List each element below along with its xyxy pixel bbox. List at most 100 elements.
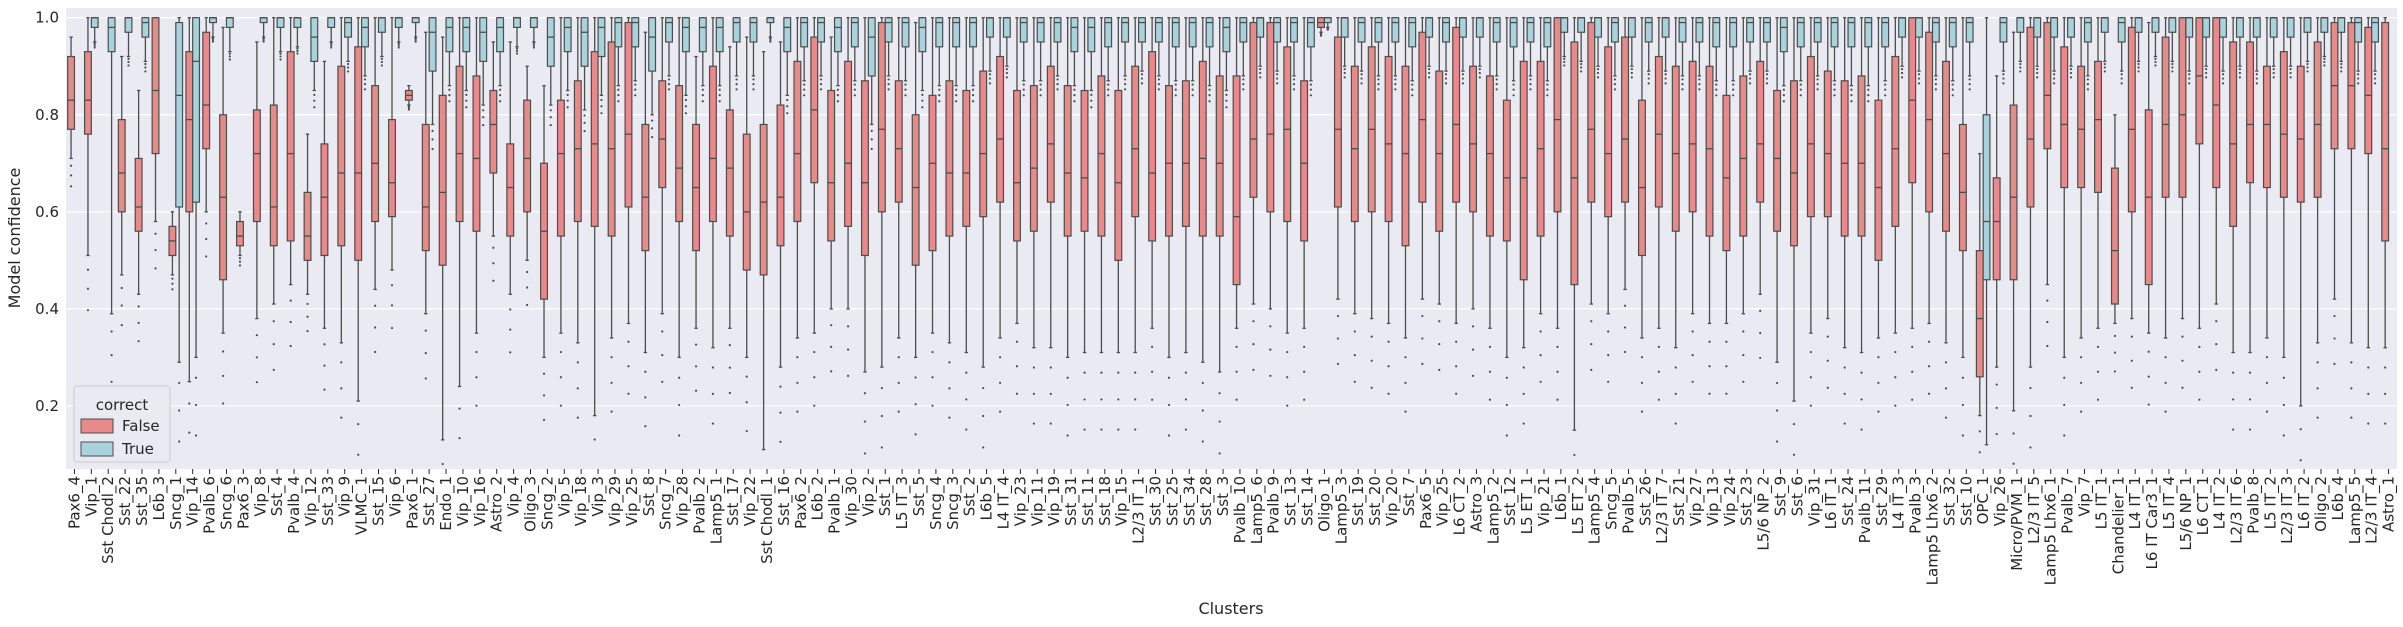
outlier-point <box>2154 64 2157 67</box>
box-true <box>1746 17 1755 85</box>
box-body <box>546 17 555 67</box>
box-true <box>141 17 150 73</box>
box-body <box>2050 17 2059 38</box>
box-true <box>208 17 217 43</box>
outlier-point <box>728 366 731 369</box>
box-body <box>293 17 302 29</box>
outlier-point <box>1090 93 1093 96</box>
outlier-point <box>1225 93 1228 96</box>
outlier-point <box>1809 404 1812 407</box>
box-true <box>2202 17 2211 79</box>
outlier-point <box>1944 361 1948 364</box>
outlier-point <box>1505 376 1508 379</box>
outlier-point <box>2198 398 2201 401</box>
outlier-point <box>340 387 343 390</box>
outlier-point <box>2181 386 2184 389</box>
outlier-point <box>515 47 519 50</box>
x-tick-label: Vip_20 <box>1383 476 1402 526</box>
outlier-point <box>1640 381 1644 384</box>
box-body <box>1458 17 1467 38</box>
box-true <box>344 17 353 73</box>
box-false <box>2094 17 2103 401</box>
box-body <box>1323 17 1332 24</box>
box-false <box>894 17 903 413</box>
x-axis-label: Clusters <box>1198 599 1263 618</box>
outlier-point <box>2188 77 2191 80</box>
outlier-point <box>306 302 309 306</box>
outlier-point <box>1978 451 1981 454</box>
box-false <box>371 17 380 354</box>
outlier-point <box>475 376 478 379</box>
outlier-point <box>69 185 73 188</box>
x-tick-label: L6b_4 <box>2329 476 2348 520</box>
box-false <box>1418 17 1427 365</box>
outlier-point <box>830 324 833 327</box>
box-body <box>1290 17 1298 43</box>
box-body <box>901 17 910 48</box>
outlier-point <box>178 440 181 443</box>
box-true <box>1357 17 1366 85</box>
outlier-point <box>1759 331 1762 335</box>
box-false <box>1587 17 1596 371</box>
outlier-point <box>1066 434 1069 437</box>
outlier-point <box>2130 335 2133 338</box>
outlier-point <box>1691 354 1694 357</box>
outlier-point <box>1742 330 1745 333</box>
outlier-point <box>2147 403 2150 406</box>
outlier-point <box>2029 386 2032 390</box>
box-true <box>1475 17 1484 79</box>
box-true <box>1374 17 1383 91</box>
outlier-point <box>211 40 215 43</box>
box-body <box>894 80 903 203</box>
box-false <box>2262 17 2271 413</box>
outlier-point <box>1725 340 1728 343</box>
outlier-point <box>1360 77 1363 80</box>
outlier-point <box>205 222 208 225</box>
box-false <box>911 21 920 436</box>
box-true <box>2168 17 2177 73</box>
x-tick-label: Chandelier_1 <box>2109 476 2128 574</box>
outlier-point <box>1100 371 1103 374</box>
box-body <box>2178 17 2187 198</box>
x-tick-label: Vip_12 <box>302 476 321 526</box>
outlier-point <box>1370 335 1373 338</box>
outlier-point <box>2103 62 2106 66</box>
outlier-point <box>1191 83 1194 86</box>
box-body <box>276 17 285 29</box>
x-tick-label: Pax6_1 <box>403 476 422 529</box>
outlier-point <box>1715 88 1718 91</box>
x-tick-label: Sst_5 <box>910 476 929 516</box>
outlier-point <box>137 305 140 308</box>
box-body <box>523 99 532 213</box>
outlier-point <box>955 94 958 97</box>
outlier-point <box>2316 416 2319 419</box>
outlier-point <box>836 100 840 103</box>
box-body <box>800 17 809 48</box>
box-body <box>860 80 869 257</box>
box-true <box>2067 17 2075 79</box>
x-tick-label: Vip_25 <box>623 476 642 526</box>
outlier-point <box>1833 94 1836 97</box>
box-body <box>1171 17 1180 48</box>
outlier-point <box>86 309 90 312</box>
outlier-point <box>2215 368 2218 371</box>
outlier-point <box>678 403 681 407</box>
box-body <box>1029 85 1038 232</box>
outlier-point <box>559 404 563 407</box>
outlier-point <box>1877 410 1880 413</box>
x-tick-label: Sst_28 <box>1197 476 1216 526</box>
box-true <box>766 17 775 43</box>
x-tick-label: Vip_25 <box>1434 476 1453 526</box>
box-true <box>1898 17 1907 79</box>
outlier-point <box>380 57 383 60</box>
box-body <box>496 17 505 53</box>
outlier-point <box>576 416 579 419</box>
outlier-point <box>1944 416 1948 419</box>
outlier-point <box>2299 459 2302 462</box>
box-body <box>1273 17 1282 43</box>
box-true <box>1087 17 1096 109</box>
box-body <box>2235 17 2244 38</box>
outlier-point <box>1495 78 1498 81</box>
x-tick-label: Lamp5 Lhx6_2 <box>1923 476 1942 585</box>
outlier-point <box>1928 340 1931 343</box>
